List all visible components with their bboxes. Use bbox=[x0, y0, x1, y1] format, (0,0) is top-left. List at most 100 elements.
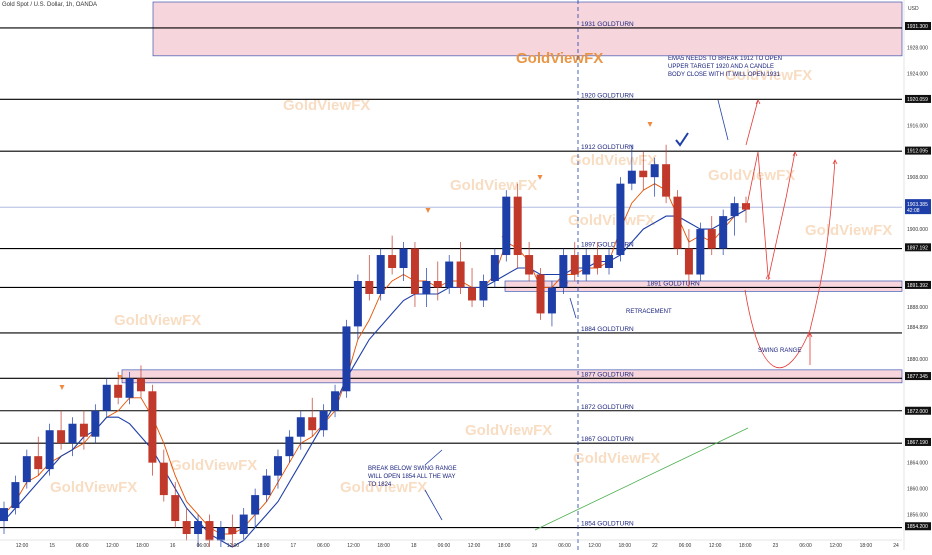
time-tick-22: 06:00 bbox=[679, 543, 692, 549]
level-label-1897: 1897 GOLDTURN bbox=[581, 242, 634, 249]
time-tick-9: 17 bbox=[290, 543, 296, 549]
current-price-value: 1903.385 bbox=[907, 202, 928, 208]
price-tick-19: 1856.000 bbox=[907, 513, 928, 519]
watermark-12: GoldViewFX bbox=[805, 222, 892, 239]
level-label-1931: 1931 GOLDTURN bbox=[581, 21, 634, 28]
time-axis: 12:00 15 06:00 12:00 18:00 16 06:00 12:00 18:00 1… bbox=[0, 539, 902, 549]
zone-2 bbox=[504, 280, 903, 292]
candle-body-12 bbox=[136, 378, 145, 392]
annotation-0: EMA5 NEEDS TO BREAK 1912 TO OPEN bbox=[668, 56, 782, 62]
level-tag-9 bbox=[905, 243, 931, 252]
price-tick-0: 1931.300 bbox=[907, 24, 928, 30]
time-tick-16: 18:00 bbox=[498, 543, 511, 549]
candle-body-1 bbox=[11, 482, 20, 509]
candle-body-62 bbox=[707, 229, 716, 249]
projection-arrow-1 bbox=[792, 151, 798, 157]
level-label-1912: 1912 GOLDTURN bbox=[581, 144, 634, 151]
candle-body-20 bbox=[228, 527, 237, 535]
price-tick-2: 1924.000 bbox=[907, 71, 928, 77]
candle-body-55 bbox=[627, 170, 636, 184]
candle-body-64 bbox=[730, 203, 739, 217]
time-tick-10: 06:00 bbox=[317, 543, 330, 549]
candle-body-45 bbox=[513, 196, 522, 256]
price-tick-17: 1864.000 bbox=[907, 461, 928, 467]
annotations-layer: EMA5 NEEDS TO BREAK 1912 TO OPEN UPPER TA… bbox=[368, 56, 801, 488]
candle-body-3 bbox=[34, 456, 43, 470]
price-tick-10: 1891.392 bbox=[907, 283, 928, 289]
candle-body-41 bbox=[468, 287, 477, 301]
annot-arrow-1 bbox=[717, 99, 729, 141]
candle-body-26 bbox=[296, 417, 305, 437]
time-tick-29: 24 bbox=[893, 543, 899, 549]
annot-arrow-2 bbox=[424, 489, 443, 521]
candle-body-36 bbox=[410, 248, 419, 294]
candle-body-33 bbox=[376, 255, 385, 294]
candle-body-25 bbox=[285, 436, 294, 457]
candle-body-43 bbox=[490, 255, 499, 281]
annotation-7: SWING RANGE bbox=[758, 348, 801, 354]
projection-arrow-3 bbox=[807, 332, 813, 338]
candle-body-53 bbox=[605, 255, 614, 269]
price-tick-8: 1900.000 bbox=[907, 227, 928, 233]
marker-triangle-1 bbox=[117, 375, 123, 380]
annot-arrow-4 bbox=[569, 297, 577, 319]
time-tick-12: 18:00 bbox=[377, 543, 390, 549]
time-tick-24: 18:00 bbox=[739, 543, 752, 549]
candle-body-50 bbox=[570, 255, 579, 275]
candle-body-44 bbox=[502, 196, 511, 256]
annotation-3: BREAK BELOW SWING RANGE bbox=[368, 466, 457, 472]
time-tick-7: 12:00 bbox=[227, 543, 240, 549]
annotation-6: RETRACEMENT bbox=[626, 309, 672, 315]
time-tick-4: 18:00 bbox=[136, 543, 149, 549]
candle-body-11 bbox=[125, 378, 134, 398]
time-tick-19: 12:00 bbox=[588, 543, 601, 549]
candle-body-59 bbox=[673, 196, 682, 249]
symbol-title: Gold Spot / U.S. Dollar, 1h, OANDA bbox=[2, 2, 98, 8]
candle-body-57 bbox=[650, 164, 659, 178]
currency-label: USD bbox=[908, 6, 919, 12]
candle-body-47 bbox=[536, 274, 545, 314]
candle-body-8 bbox=[91, 410, 100, 437]
level-tag-10 bbox=[905, 280, 931, 289]
level-tag-20 bbox=[905, 522, 931, 531]
projection-path-2 bbox=[767, 151, 796, 281]
price-tick-16: 1867.190 bbox=[907, 440, 928, 446]
watermark-1: GoldViewFX bbox=[283, 97, 370, 114]
projection-layer bbox=[424, 99, 838, 521]
level-label-1867: 1867 GOLDTURN bbox=[581, 436, 634, 443]
candle-body-19 bbox=[216, 527, 225, 541]
level-tag-15 bbox=[905, 406, 931, 415]
level-label-1891: 1891 GOLDTURN bbox=[647, 280, 700, 287]
candle-body-61 bbox=[696, 229, 705, 275]
price-tick-6: 1908.000 bbox=[907, 175, 928, 181]
projection-arrow-0 bbox=[755, 99, 761, 105]
check-icon bbox=[675, 132, 689, 147]
annot-arrow-3 bbox=[424, 449, 443, 466]
watermark-7: GoldViewFX bbox=[465, 422, 552, 439]
price-tick-12: 1884.899 bbox=[907, 325, 928, 331]
candle-body-23 bbox=[262, 475, 271, 496]
watermark-11: GoldViewFX bbox=[573, 450, 660, 467]
candle-body-39 bbox=[445, 261, 454, 288]
candle-body-28 bbox=[319, 410, 328, 431]
candle-body-5 bbox=[57, 430, 66, 444]
time-tick-28: 18:00 bbox=[860, 543, 873, 549]
candle-body-34 bbox=[388, 255, 397, 269]
candle-body-60 bbox=[684, 248, 693, 275]
time-tick-2: 06:00 bbox=[76, 543, 89, 549]
decor-layer bbox=[0, 0, 902, 550]
candle-body-46 bbox=[525, 255, 534, 275]
level-label-1877: 1877 GOLDTURN bbox=[581, 371, 634, 378]
annotation-1: UPPER TARGET 1920 AND A CANDLE bbox=[668, 64, 774, 70]
level-tag-3 bbox=[905, 94, 931, 103]
price-tick-11: 1888.000 bbox=[907, 305, 928, 311]
time-tick-17: 19 bbox=[532, 543, 538, 549]
time-tick-14: 06:00 bbox=[438, 543, 451, 549]
level-tag-0 bbox=[905, 22, 931, 31]
zone-1 bbox=[121, 369, 903, 384]
trend-line bbox=[534, 427, 749, 531]
annotation-4: WILL OPEN 1854 ALL THE WAY bbox=[368, 474, 455, 480]
projection-path-1 bbox=[745, 151, 769, 276]
